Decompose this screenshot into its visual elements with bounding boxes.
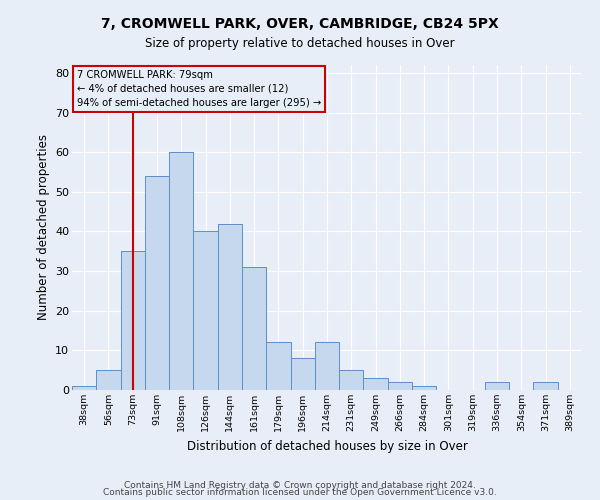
Bar xyxy=(242,267,266,390)
Bar xyxy=(121,252,145,390)
Bar xyxy=(72,386,96,390)
Bar xyxy=(218,224,242,390)
Bar xyxy=(339,370,364,390)
Bar xyxy=(266,342,290,390)
Text: 7, CROMWELL PARK, OVER, CAMBRIDGE, CB24 5PX: 7, CROMWELL PARK, OVER, CAMBRIDGE, CB24 … xyxy=(101,18,499,32)
Bar xyxy=(533,382,558,390)
Bar xyxy=(193,232,218,390)
Bar xyxy=(364,378,388,390)
Bar xyxy=(315,342,339,390)
Y-axis label: Number of detached properties: Number of detached properties xyxy=(37,134,50,320)
Bar xyxy=(145,176,169,390)
Bar xyxy=(412,386,436,390)
Text: Contains public sector information licensed under the Open Government Licence v3: Contains public sector information licen… xyxy=(103,488,497,497)
Text: Size of property relative to detached houses in Over: Size of property relative to detached ho… xyxy=(145,38,455,51)
Text: Contains HM Land Registry data © Crown copyright and database right 2024.: Contains HM Land Registry data © Crown c… xyxy=(124,480,476,490)
Bar xyxy=(388,382,412,390)
Bar xyxy=(96,370,121,390)
Bar xyxy=(290,358,315,390)
X-axis label: Distribution of detached houses by size in Over: Distribution of detached houses by size … xyxy=(187,440,467,452)
Text: 7 CROMWELL PARK: 79sqm
← 4% of detached houses are smaller (12)
94% of semi-deta: 7 CROMWELL PARK: 79sqm ← 4% of detached … xyxy=(77,70,322,108)
Bar xyxy=(485,382,509,390)
Bar xyxy=(169,152,193,390)
